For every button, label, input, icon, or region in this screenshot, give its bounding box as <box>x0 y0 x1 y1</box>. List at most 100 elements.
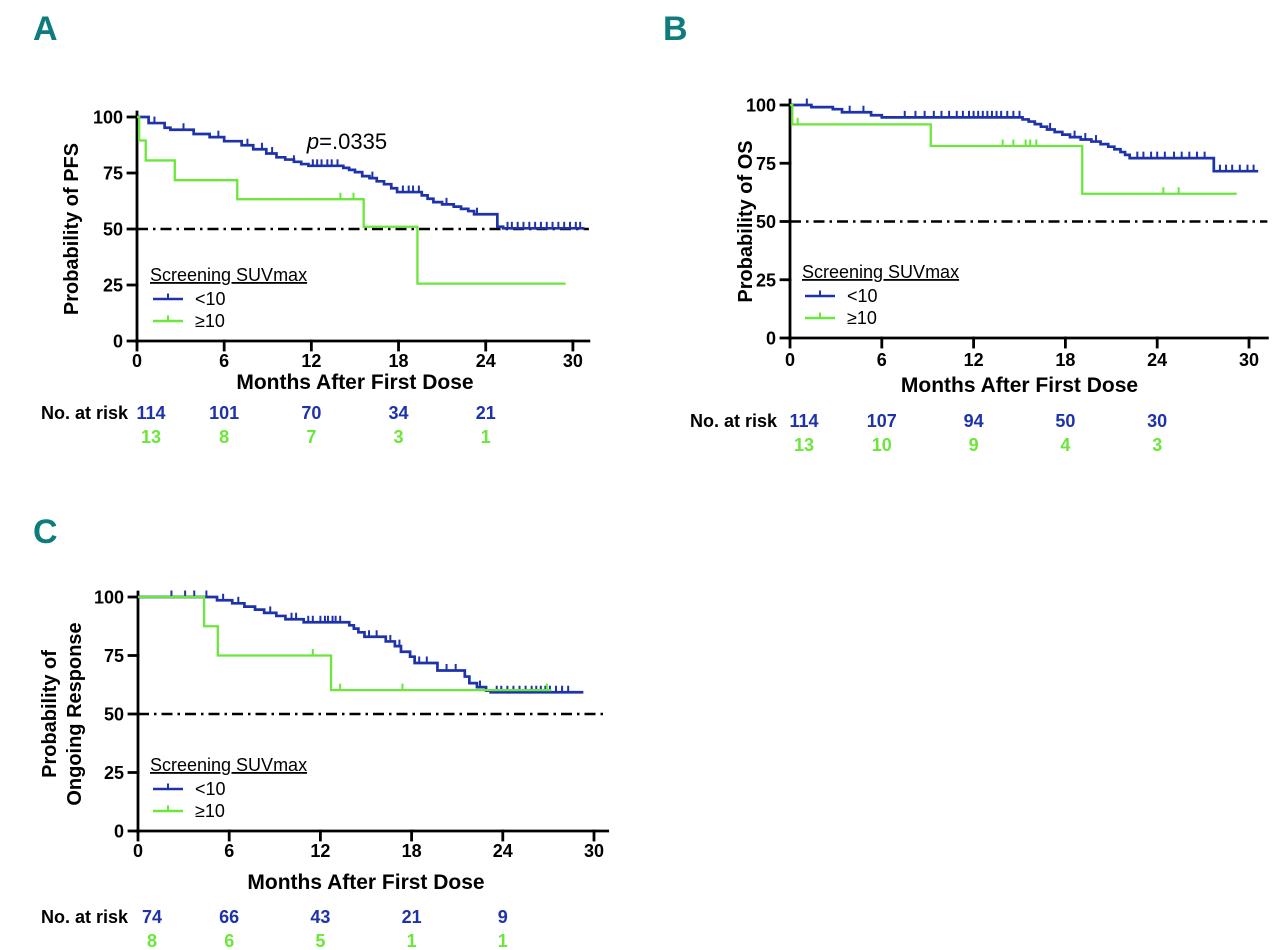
legend-item-label: <10 <box>195 289 226 309</box>
km-curve-suvmax-ge10 <box>137 115 566 285</box>
x-tick-label: 12 <box>301 351 321 371</box>
y-tick-label: 75 <box>756 154 776 174</box>
km-curve-suvmax-lt10 <box>790 103 1259 173</box>
legend-item-label: <10 <box>847 286 878 306</box>
risk-count: 94 <box>964 411 984 431</box>
x-tick-label: 0 <box>785 350 795 370</box>
panel-label-a: A <box>33 10 58 48</box>
km-curve-suvmax-ge10 <box>790 103 1237 195</box>
risk-table-label: No. at risk <box>41 403 129 423</box>
risk-table: No. at risk 114 101 70 34 21 13 8 7 3 1 <box>41 403 496 447</box>
panel-os: B 0 25 50 75 100 0 6 12 18 24 30 Months After First… <box>640 0 1280 472</box>
km-curve-suvmax-ge10-censor-ticks <box>311 649 548 690</box>
x-tick-label: 30 <box>563 351 583 371</box>
axes <box>779 98 1269 349</box>
risk-count: 43 <box>310 907 330 927</box>
x-tick-label: 30 <box>1239 350 1259 370</box>
x-tick-label: 24 <box>1147 350 1167 370</box>
risk-count: 101 <box>209 403 239 423</box>
risk-count: 21 <box>476 403 496 423</box>
km-curve-suvmax-ge10-censor-ticks <box>339 192 355 199</box>
km-curve-suvmax-lt10-censor-ticks <box>805 98 1255 171</box>
risk-count: 3 <box>394 427 404 447</box>
tick-labels: 0 25 50 75 100 0 6 12 18 24 30 <box>94 588 604 862</box>
y-tick-label: 100 <box>94 588 124 608</box>
risk-count: 30 <box>1147 411 1167 431</box>
y-tick-label: 75 <box>103 164 123 184</box>
risk-count: 3 <box>1152 435 1162 455</box>
y-tick-label: 25 <box>104 763 124 783</box>
risk-count: 74 <box>142 907 162 927</box>
panel-label-c: C <box>33 513 58 551</box>
y-axis-title: Probability of PFS <box>61 143 83 315</box>
risk-count: 50 <box>1055 411 1075 431</box>
x-tick-label: 24 <box>493 841 513 861</box>
os-km-chart: 0 25 50 75 100 0 6 12 18 24 30 Months After First D… <box>690 96 1269 455</box>
x-tick-label: 18 <box>402 841 422 861</box>
risk-count: 4 <box>1060 435 1070 455</box>
x-axis-title: Months After First Dose <box>236 371 473 394</box>
x-tick-label: 30 <box>584 841 604 861</box>
y-tick-label: 100 <box>746 96 776 116</box>
x-tick-label: 12 <box>964 350 984 370</box>
km-curve-suvmax-lt10-censor-ticks <box>153 116 582 228</box>
panel-label-b: B <box>663 10 688 48</box>
y-tick-label: 25 <box>756 270 776 290</box>
x-tick-label: 6 <box>224 841 234 861</box>
risk-count: 107 <box>867 411 897 431</box>
axes <box>126 110 591 352</box>
x-tick-label: 0 <box>133 841 143 861</box>
risk-count: 9 <box>969 435 979 455</box>
tick-labels: 0 25 50 75 100 0 6 12 18 24 30 <box>93 108 583 372</box>
risk-count: 9 <box>498 907 508 927</box>
risk-count: 1 <box>407 931 417 950</box>
y-tick-label: 0 <box>114 822 124 842</box>
legend-item-label: ≥10 <box>847 308 877 328</box>
y-axis-title: Probability of <box>39 650 61 778</box>
risk-count: 34 <box>389 403 409 423</box>
axes <box>127 590 610 842</box>
risk-count: 114 <box>136 403 165 423</box>
km-curve-suvmax-lt10-censor-ticks <box>170 590 570 692</box>
risk-count: 70 <box>301 403 321 423</box>
risk-count: 10 <box>872 435 892 455</box>
y-tick-label: 100 <box>93 108 123 128</box>
x-axis-title: Months After First Dose <box>247 871 484 894</box>
km-curve-suvmax-ge10 <box>138 595 552 692</box>
km-curve-suvmax-lt10 <box>138 595 584 694</box>
y-tick-label: 25 <box>103 276 123 296</box>
legend-title: Screening SUVmax <box>802 262 959 282</box>
x-tick-label: 18 <box>389 351 409 371</box>
legend-item-label: <10 <box>195 779 226 799</box>
risk-count: 21 <box>402 907 422 927</box>
legend-item-label: ≥10 <box>195 311 225 331</box>
x-axis-title: Months After First Dose <box>901 374 1138 397</box>
x-tick-label: 6 <box>219 351 229 371</box>
risk-count: 8 <box>219 427 229 447</box>
risk-table: No. at risk 74 66 43 21 9 8 6 5 1 1 <box>41 907 508 950</box>
legend: Screening SUVmax <10≥10 <box>150 265 307 331</box>
km-curve-suvmax-lt10 <box>137 115 585 230</box>
risk-count: 13 <box>794 435 814 455</box>
risk-count: 13 <box>141 427 161 447</box>
y-tick-label: 0 <box>113 332 123 352</box>
panel-pfs: A 0 25 50 75 100 0 6 12 18 24 30 Months After First… <box>0 0 640 472</box>
risk-count: 5 <box>315 931 325 950</box>
x-tick-label: 6 <box>877 350 887 370</box>
risk-count: 1 <box>481 427 491 447</box>
y-tick-label: 50 <box>756 212 776 232</box>
y-axis-title: Ongoing Response <box>64 622 86 805</box>
risk-count: 114 <box>789 411 818 431</box>
x-tick-label: 0 <box>132 351 142 371</box>
legend-title: Screening SUVmax <box>150 755 307 775</box>
panel-ongoing-response: C 0 25 50 75 100 0 6 12 18 24 30 Months After First… <box>0 475 660 950</box>
x-tick-label: 12 <box>310 841 330 861</box>
y-axis-title: Probability of OS <box>735 140 757 302</box>
y-tick-label: 75 <box>104 646 124 666</box>
x-tick-label: 24 <box>476 351 496 371</box>
y-tick-label: 0 <box>766 329 776 349</box>
